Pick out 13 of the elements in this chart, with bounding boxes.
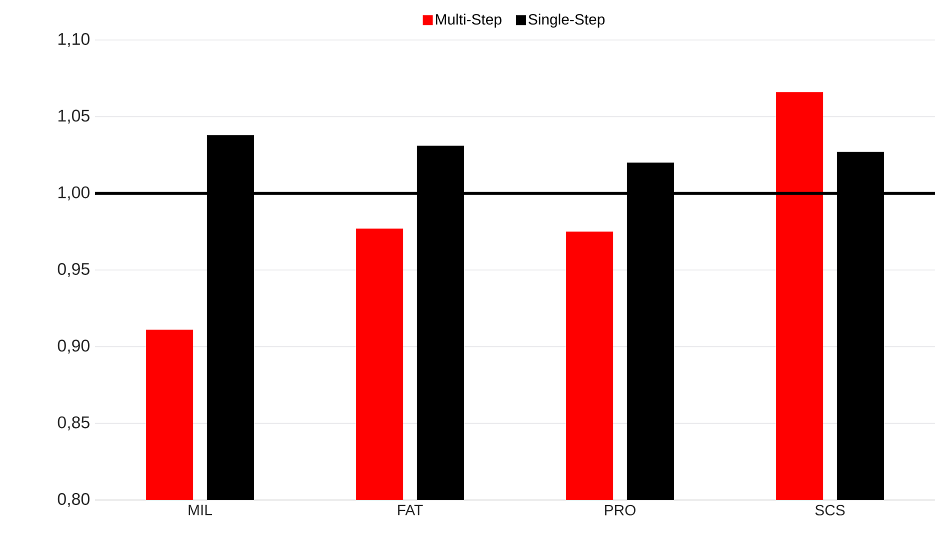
x-tick-label: MIL <box>188 504 212 516</box>
x-tick-label: FAT <box>398 504 423 516</box>
y-tick-label: 1,10 <box>58 32 90 47</box>
y-tick-label: 0,85 <box>58 416 90 430</box>
legend-label: Single-Step <box>528 14 605 28</box>
x-tick-label: SCS <box>815 504 845 516</box>
legend-label: Multi-Step <box>436 14 502 28</box>
y-tick-label: 0,90 <box>58 340 90 354</box>
y-tick-label: 1,05 <box>58 110 90 124</box>
x-tick-label: PRO <box>605 504 636 516</box>
y-tick-label: 0,95 <box>58 263 90 277</box>
y-tick-label: 0,80 <box>58 493 90 507</box>
y-tick-label: 1,00 <box>58 186 90 200</box>
